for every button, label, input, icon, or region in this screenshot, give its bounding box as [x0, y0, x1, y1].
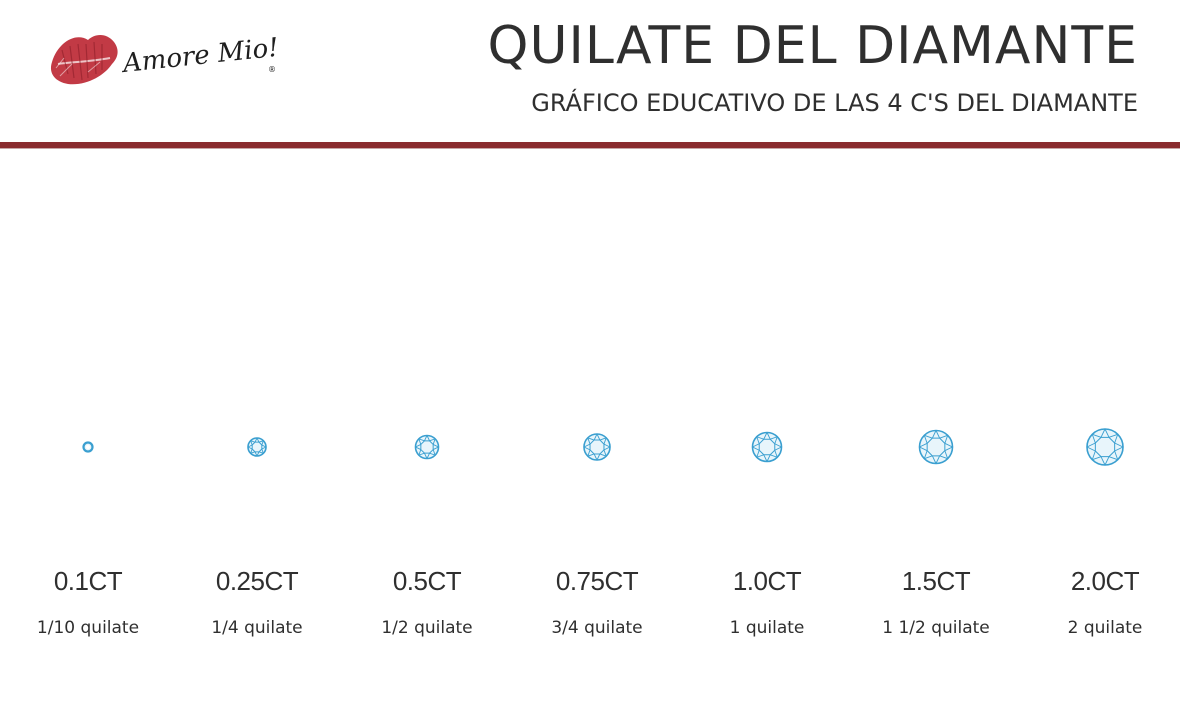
- carat-label: 0.25CT: [215, 566, 299, 596]
- carat-description: 1/2 quilate: [381, 618, 473, 638]
- carat-label: 0.5CT: [392, 566, 462, 596]
- lips-logo-icon: Amore Mio! ®: [50, 33, 280, 85]
- brand-logo[interactable]: Amore Mio! ®: [46, 24, 286, 104]
- diamond-item: 0.5CT 1/2 quilate: [342, 400, 512, 660]
- round-diamond-icon: [851, 400, 1021, 494]
- diamond-item: 2.0CT 2 quilate: [1020, 400, 1180, 660]
- carat-label: 1.0CT: [732, 566, 802, 596]
- diamond-item: 0.1CT 1/10 quilate: [3, 400, 173, 660]
- header: Amore Mio! ® QUILATE DEL DIAMANTE GRÁFIC…: [0, 0, 1180, 142]
- round-diamond-icon: [682, 400, 852, 494]
- header-divider: [0, 142, 1180, 149]
- registered-mark: ®: [268, 65, 276, 74]
- carat-description: 3/4 quilate: [551, 618, 643, 638]
- round-diamond-icon: [3, 400, 173, 494]
- diamond-item: 1.0CT 1 quilate: [682, 400, 852, 660]
- carat-description: 1/4 quilate: [211, 618, 303, 638]
- page-subtitle: GRÁFICO EDUCATIVO DE LAS 4 C'S DEL DIAMA…: [531, 89, 1138, 117]
- carat-label: 2.0CT: [1070, 566, 1140, 596]
- diamond-item: 0.25CT 1/4 quilate: [172, 400, 342, 660]
- round-diamond-icon: [172, 400, 342, 494]
- diamond-item: 0.75CT 3/4 quilate: [512, 400, 682, 660]
- carat-label: 0.75CT: [555, 566, 639, 596]
- carat-label: 1.5CT: [901, 566, 971, 596]
- carat-description: 1/10 quilate: [36, 618, 140, 638]
- round-diamond-icon: [342, 400, 512, 494]
- brand-wordmark: Amore Mio!: [120, 33, 280, 79]
- carat-label: 0.1CT: [53, 566, 123, 596]
- carat-description: 1 1/2 quilate: [882, 618, 990, 638]
- carat-description: 1 quilate: [729, 618, 805, 638]
- round-diamond-icon: [1020, 400, 1180, 494]
- round-diamond-icon: [512, 400, 682, 494]
- page-title: QUILATE DEL DIAMANTE: [487, 16, 1138, 76]
- carat-description: 2 quilate: [1067, 618, 1143, 638]
- diamond-item: 1.5CT 1 1/2 quilate: [851, 400, 1021, 660]
- diamond-size-chart: 0.1CT 1/10 quilate 0.25CT 1/4 quilate 0.5CT 1…: [0, 400, 1180, 660]
